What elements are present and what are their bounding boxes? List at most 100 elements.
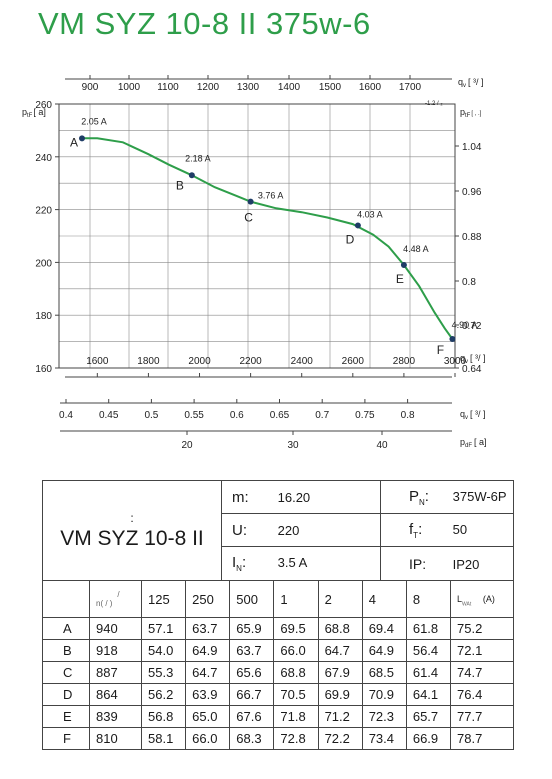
row-level-1: 64.7 xyxy=(185,661,231,684)
row-level-4: 67.9 xyxy=(317,661,363,684)
right-tick-label: 0.96 xyxy=(462,187,482,198)
row-level-5: 64.9 xyxy=(361,639,407,662)
row-level-6: 61.4 xyxy=(405,661,452,684)
bottom-axis-2-label: qv[ ³/ ] xyxy=(460,409,486,421)
operating-point-current: 4.03 A xyxy=(357,209,383,219)
row-level-4: 64.7 xyxy=(317,639,363,662)
right-tick-label: 0.64 xyxy=(462,364,482,375)
row-level-3: 66.0 xyxy=(273,639,319,662)
table-row: F 810 58.1 66.0 68.3 72.8 72.2 73.4 66.9 78.7 xyxy=(42,727,514,750)
row-level-0: 55.3 xyxy=(140,661,187,684)
table-row: E 839 56.8 65.0 67.6 71.8 71.2 72.3 65.7 77.7 xyxy=(42,705,514,728)
row-level-2: 68.3 xyxy=(229,727,275,750)
bottom-1-tick-label: 2400 xyxy=(291,356,314,367)
row-speed: 887 xyxy=(89,661,142,684)
bottom-1-tick-label: 2800 xyxy=(393,356,416,367)
row-level-2: 67.6 xyxy=(229,705,275,728)
ip-label: IP: xyxy=(409,555,427,572)
row-label: B xyxy=(42,639,90,662)
power-value: 375W-6P xyxy=(452,488,507,504)
operating-point-marker xyxy=(400,262,407,269)
row-lw: 75.2 xyxy=(450,617,514,640)
row-level-3: 70.5 xyxy=(273,683,319,706)
row-level-0: 58.1 xyxy=(140,727,187,750)
bottom-2-tick-label: 0.8 xyxy=(401,410,415,421)
header-freq-6: 8 xyxy=(405,580,452,618)
model-cell: : VM SYZ 10-8 II xyxy=(42,480,222,581)
bottom-1-tick-label: 3000 xyxy=(444,356,467,367)
bottom-2-tick-label: 0.6 xyxy=(230,410,244,421)
row-level-0: 54.0 xyxy=(140,639,187,662)
operating-point-current: 2.18 A xyxy=(185,153,211,163)
header-freq-2: 500 xyxy=(229,580,275,618)
frequency-value: 50 xyxy=(452,521,468,537)
row-level-4: 71.2 xyxy=(317,705,363,728)
row-label: E xyxy=(42,705,90,728)
row-level-5: 69.4 xyxy=(361,617,407,640)
top-tick-label: 1200 xyxy=(197,82,220,93)
model-name: VM SYZ 10-8 II xyxy=(60,526,204,550)
row-lw: 77.7 xyxy=(450,705,514,728)
bottom-1-tick-label: 2000 xyxy=(188,356,211,367)
frequency-label: fT: xyxy=(409,520,423,540)
power-label: PN: xyxy=(409,487,429,507)
bottom-2-tick-label: 0.5 xyxy=(144,410,158,421)
bottom-1-tick-label: 2600 xyxy=(342,356,365,367)
row-level-4: 68.8 xyxy=(317,617,363,640)
row-level-6: 66.9 xyxy=(405,727,452,750)
row-label: D xyxy=(42,683,90,706)
row-level-5: 72.3 xyxy=(361,705,407,728)
top-tick-label: 900 xyxy=(82,82,99,93)
row-level-6: 61.8 xyxy=(405,617,452,640)
row-level-5: 68.5 xyxy=(361,661,407,684)
row-level-3: 71.8 xyxy=(273,705,319,728)
row-level-6: 65.7 xyxy=(405,705,452,728)
operating-point-current: 2.05 A xyxy=(81,116,107,126)
row-level-0: 56.8 xyxy=(140,705,187,728)
right-tick-label: 1.04 xyxy=(462,142,482,153)
row-level-1: 65.0 xyxy=(185,705,231,728)
row-lw: 76.4 xyxy=(450,683,514,706)
operating-point-label: E xyxy=(396,272,404,286)
bottom-1-tick-label: 1600 xyxy=(86,356,109,367)
plot-grid xyxy=(59,104,455,368)
row-level-1: 64.9 xyxy=(185,639,231,662)
row-level-2: 63.7 xyxy=(229,639,275,662)
operating-point-label: F xyxy=(437,343,444,357)
weight-label: m: xyxy=(232,488,249,506)
operating-point-label: D xyxy=(346,232,355,246)
bottom-axis-1-label: qv[ ³/ ] xyxy=(460,353,486,365)
bottom-axis-2-ticks: 0.4 0.45 0.5 0.55 0.6 0.65 0.7 0.75 0.8 xyxy=(59,399,415,421)
operating-point-marker xyxy=(247,198,254,205)
voltage-label: U: xyxy=(232,521,247,539)
row-speed: 918 xyxy=(89,639,142,662)
row-level-5: 70.9 xyxy=(361,683,407,706)
noise-table-header: / n( / ) 125 250 500 1 2 4 8 LWAt (A) xyxy=(42,580,514,618)
bottom-1-tick-label: 1800 xyxy=(137,356,160,367)
top-tick-label: 1400 xyxy=(278,82,301,93)
row-speed: 864 xyxy=(89,683,142,706)
row-level-0: 57.1 xyxy=(140,617,187,640)
row-speed: 810 xyxy=(89,727,142,750)
header-freq-1: 250 xyxy=(185,580,231,618)
row-level-2: 66.7 xyxy=(229,683,275,706)
spec-table: : VM SYZ 10-8 II m: 16.20 PN: 375W-6P U:… xyxy=(42,480,514,581)
bottom-2-tick-label: 0.45 xyxy=(99,410,119,421)
top-tick-label: 1500 xyxy=(319,82,342,93)
header-speed: / n( / ) xyxy=(89,580,142,618)
operating-point-label: A xyxy=(70,135,78,149)
bottom-1-tick-label: 2200 xyxy=(239,356,262,367)
bottom-3-tick-label: 20 xyxy=(181,440,193,451)
row-lw: 74.7 xyxy=(450,661,514,684)
top-tick-label: 1300 xyxy=(237,82,260,93)
operating-point-label: B xyxy=(176,178,184,192)
power-cell: PN: 375W-6P xyxy=(380,480,514,514)
row-level-3: 69.5 xyxy=(273,617,319,640)
row-lw: 72.1 xyxy=(450,639,514,662)
left-axis-label: ptF[ a] xyxy=(22,107,46,119)
operating-point-marker xyxy=(188,172,195,179)
bottom-2-tick-label: 0.65 xyxy=(270,410,290,421)
top-tick-label: 1100 xyxy=(157,82,179,93)
row-level-0: 56.2 xyxy=(140,683,187,706)
